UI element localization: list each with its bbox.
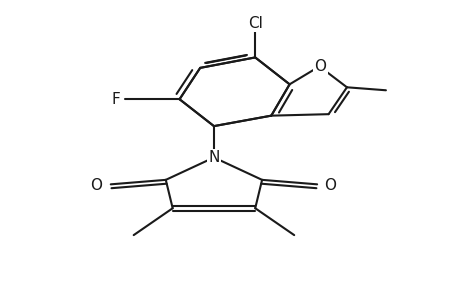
Text: O: O xyxy=(313,59,325,74)
Text: Cl: Cl xyxy=(247,16,262,31)
Text: N: N xyxy=(208,150,219,165)
Text: F: F xyxy=(112,92,120,107)
Text: O: O xyxy=(323,178,335,193)
Text: O: O xyxy=(90,178,102,193)
